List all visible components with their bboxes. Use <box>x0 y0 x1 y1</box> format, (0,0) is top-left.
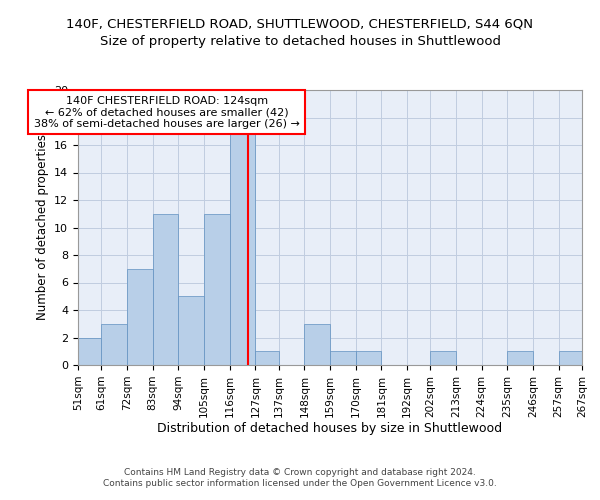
Text: 140F CHESTERFIELD ROAD: 124sqm
← 62% of detached houses are smaller (42)
38% of : 140F CHESTERFIELD ROAD: 124sqm ← 62% of … <box>34 96 299 128</box>
Text: 140F, CHESTERFIELD ROAD, SHUTTLEWOOD, CHESTERFIELD, S44 6QN: 140F, CHESTERFIELD ROAD, SHUTTLEWOOD, CH… <box>67 18 533 30</box>
Y-axis label: Number of detached properties: Number of detached properties <box>35 134 49 320</box>
Bar <box>356 351 382 365</box>
Bar <box>256 351 278 365</box>
Bar <box>78 338 101 365</box>
X-axis label: Distribution of detached houses by size in Shuttlewood: Distribution of detached houses by size … <box>157 422 503 436</box>
Text: Contains HM Land Registry data © Crown copyright and database right 2024.
Contai: Contains HM Land Registry data © Crown c… <box>103 468 497 487</box>
Bar <box>204 214 230 365</box>
Bar <box>330 351 356 365</box>
Bar <box>230 131 256 365</box>
Bar <box>101 324 127 365</box>
Bar <box>304 324 330 365</box>
Bar <box>127 269 152 365</box>
Bar <box>559 351 582 365</box>
Bar <box>178 296 204 365</box>
Bar <box>152 214 178 365</box>
Bar <box>430 351 456 365</box>
Bar <box>508 351 533 365</box>
Text: Size of property relative to detached houses in Shuttlewood: Size of property relative to detached ho… <box>100 35 500 48</box>
